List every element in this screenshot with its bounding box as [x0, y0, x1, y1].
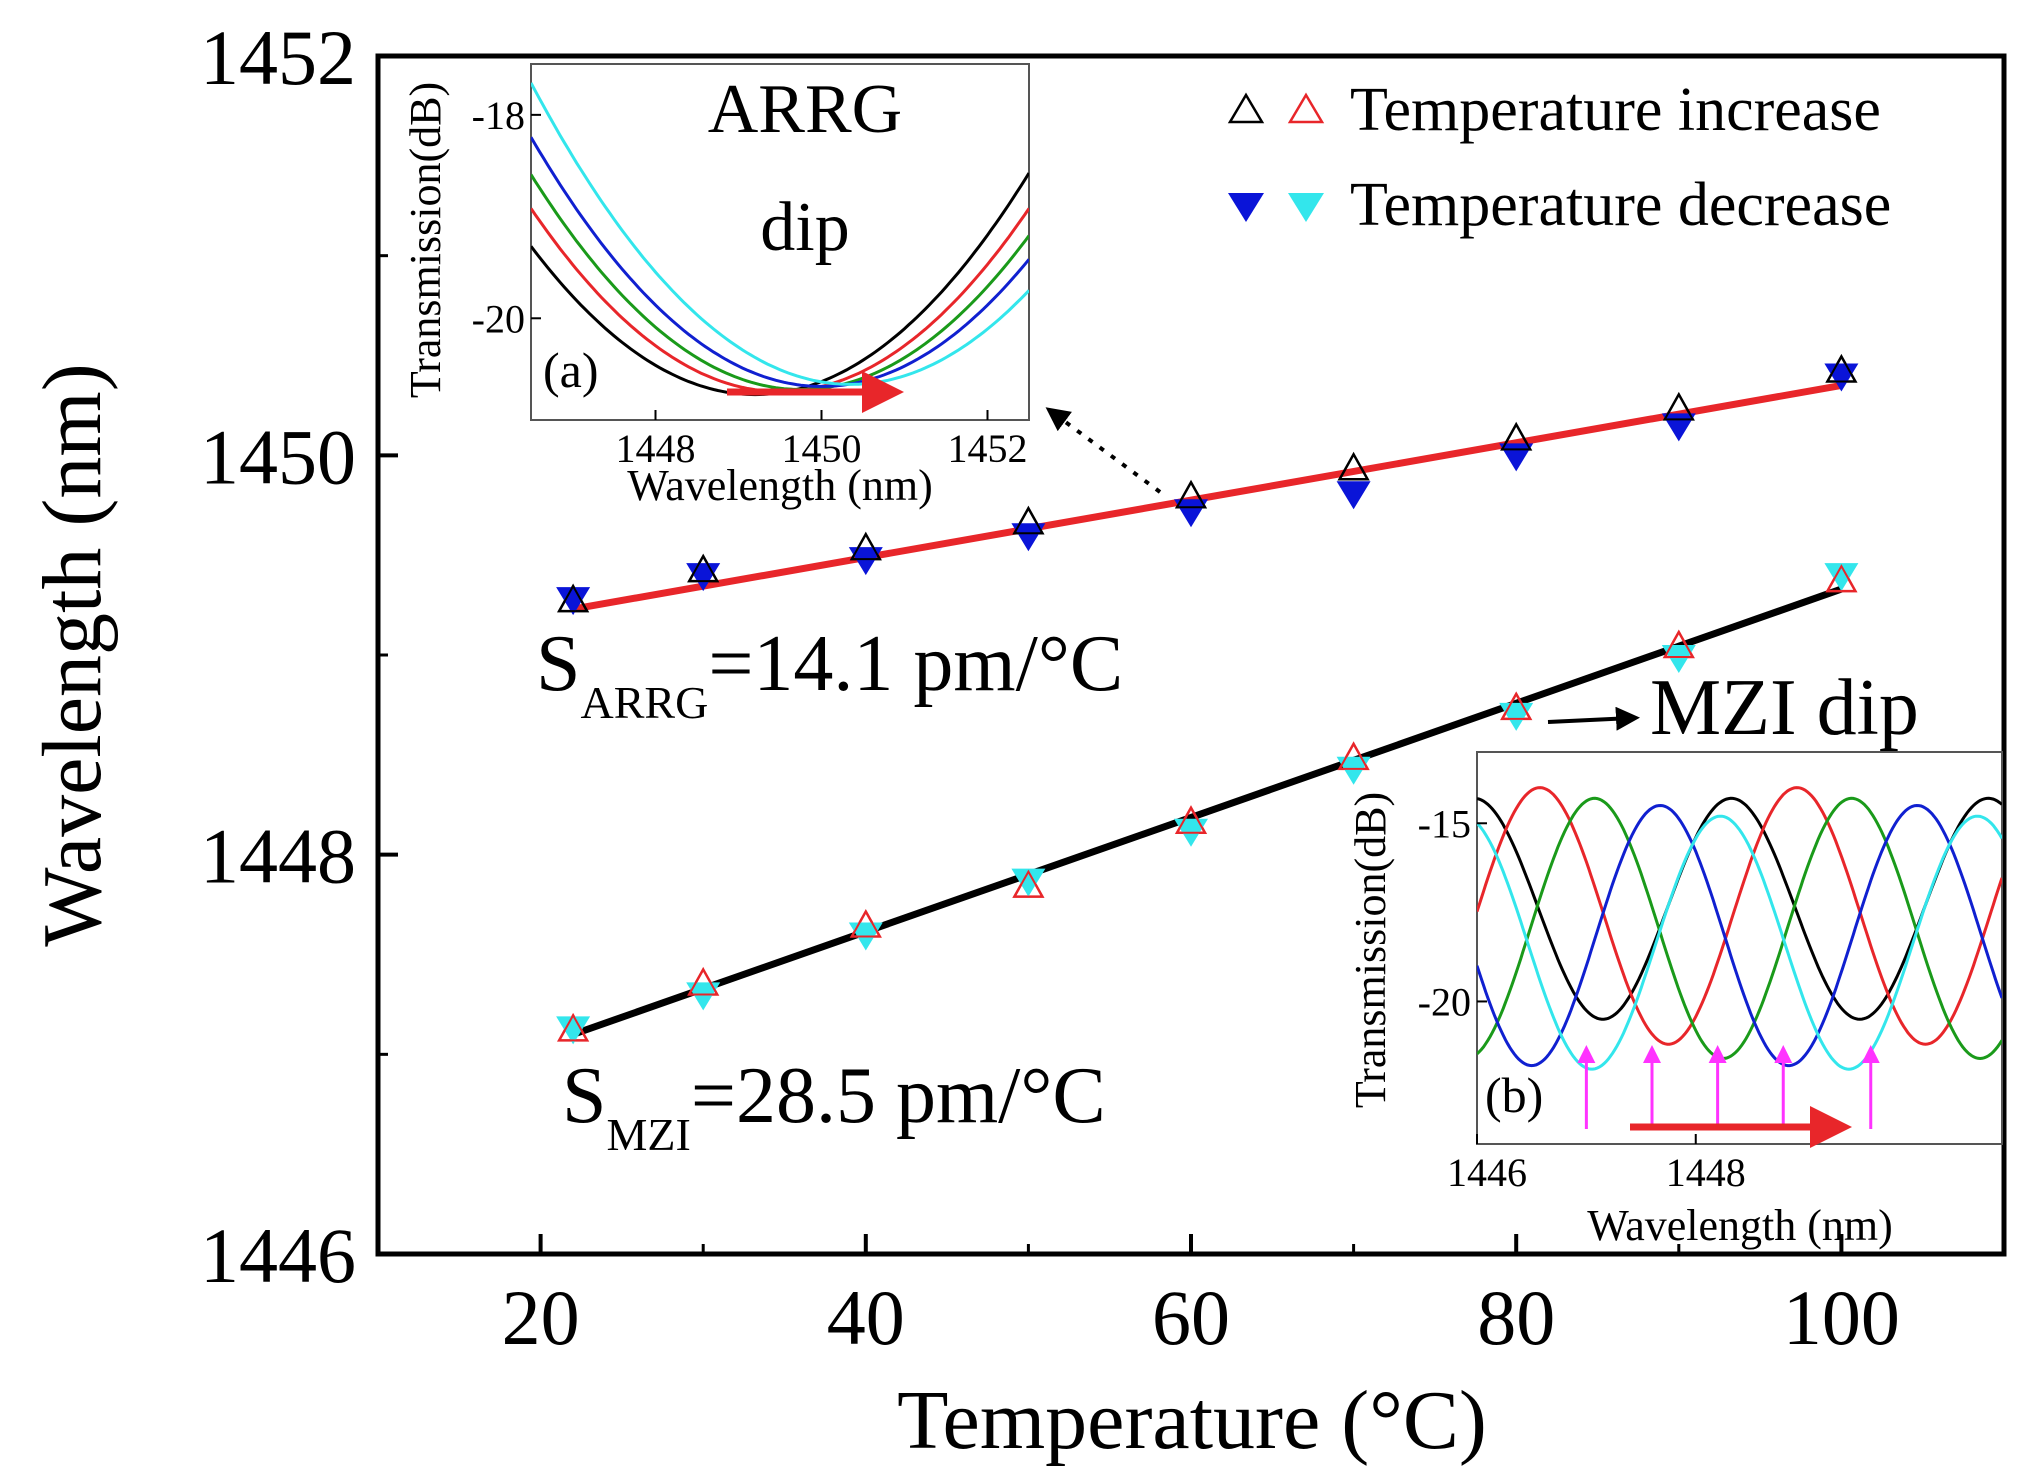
inset-a-pointer: [1045, 407, 1162, 494]
point-outline-2-6: [1500, 691, 1532, 720]
inset-a-y-tick-label: -18: [472, 93, 525, 138]
point-outline-0-3: [1012, 506, 1045, 535]
main-axis-ticks: 20 40 60 80 100 1446 1448 1450 1452: [200, 14, 2006, 1361]
point-1-4: [1174, 499, 1208, 528]
point-1-3: [1011, 523, 1046, 552]
y-tick-label-1452: 1452: [200, 14, 356, 101]
point-1-0: [556, 587, 591, 616]
inset-b-y-tick-label: -15: [1418, 801, 1471, 846]
inset-a-y-tick-label: -20: [472, 296, 525, 341]
arrg-sensitivity-label: SARRG=14.1 pm/°C: [536, 620, 1123, 728]
fit-line-1: [571, 585, 1843, 1038]
inset-a-x-tick-label: 1448: [616, 426, 696, 471]
inset-a-panel-label: (a): [543, 342, 599, 398]
legend-marker-increase-black: [1227, 92, 1265, 124]
x-tick-label-80: 80: [1477, 1274, 1555, 1361]
inset-a: 1448 1450 1452 -18 -20 ARRG dip (a) Waveleng…: [401, 63, 1030, 510]
point-outline-2-7: [1663, 629, 1695, 659]
inset-a-title-line1: ARRG: [708, 71, 902, 148]
point-outline-0-1: [687, 554, 719, 583]
inset-b-curve-1: [1477, 786, 2002, 1046]
inset-b-y-title: Transmission(dB): [1346, 792, 1395, 1108]
legend-marker-decrease-cyan: [1288, 193, 1324, 222]
x-tick-label-100: 100: [1783, 1274, 1900, 1361]
legend-marker-increase-red: [1287, 92, 1325, 124]
mzi-dip-arrow: [1547, 706, 1640, 731]
point-3-0: [556, 1016, 591, 1045]
point-outline-0-2: [850, 532, 882, 561]
point-outline-0-0: [557, 584, 589, 613]
point-3-1: [686, 982, 721, 1011]
inset-a-ticks: 1448 1450 1452 -18 -20: [472, 93, 1028, 471]
x-tick-label-60: 60: [1152, 1274, 1230, 1361]
point-3-7: [1661, 644, 1696, 673]
fit-lines: [571, 382, 1843, 1038]
inset-a-y-title: Transmission(dB): [401, 82, 450, 398]
point-1-5: [1336, 481, 1371, 510]
inset-b-x-tick-label: 1448: [1666, 1150, 1746, 1195]
point-outline-0-4: [1175, 480, 1207, 509]
inset-a-curve-2: [531, 173, 1029, 392]
point-3-8: [1824, 563, 1859, 592]
mzi-dip-label: MZI dip: [1650, 664, 1919, 752]
point-3-5: [1336, 756, 1371, 785]
point-outline-2-1: [687, 967, 719, 996]
point-3-3: [1011, 868, 1046, 897]
point-outline-2-3: [1012, 869, 1045, 898]
inset-b-ticks: 1446 1448 -15 -20: [1418, 801, 1746, 1195]
point-outline-2-2: [850, 909, 882, 938]
inset-b-curve-3: [1477, 803, 2002, 1068]
inset-a-title-line2: dip: [760, 189, 849, 266]
point-outline-2-8: [1825, 564, 1858, 593]
point-1-2: [848, 547, 883, 576]
x-axis-title: Temperature (°C): [897, 1374, 1487, 1467]
y-tick-label-1448: 1448: [200, 813, 356, 900]
inset-b-curve-4: [1477, 814, 2002, 1071]
point-outline-0-6: [1500, 422, 1532, 451]
inset-a-curve-4: [531, 82, 1029, 386]
inset-a-x-title: Wavelength (nm): [627, 461, 933, 510]
y-tick-label-1450: 1450: [200, 413, 356, 500]
inset-b-x-title: Wavelength (nm): [1587, 1201, 1893, 1250]
x-tick-label-20: 20: [502, 1274, 580, 1361]
inset-a-curve-3: [531, 136, 1029, 388]
y-axis-title: Wavelength (nm): [26, 363, 119, 946]
x-tick-label-40: 40: [827, 1274, 905, 1361]
inset-b-x-tick-label: 1446: [1447, 1150, 1527, 1195]
inset-b-y-tick-label: -20: [1418, 979, 1471, 1024]
point-outline-2-4: [1175, 805, 1207, 834]
inset-a-x-tick-label: 1452: [948, 426, 1028, 471]
inset-a-x-tick-label: 1450: [782, 426, 862, 471]
legend: Temperature increase Temperature decreas…: [1227, 76, 1891, 239]
inset-b-curves: [1477, 786, 2002, 1071]
legend-label-decrease: Temperature decrease: [1350, 171, 1891, 239]
mzi-sensitivity-label: SMZI=28.5 pm/°C: [562, 1052, 1106, 1160]
legend-marker-decrease-blue: [1228, 193, 1264, 222]
point-outline-2-5: [1337, 741, 1370, 770]
y-tick-label-1446: 1446: [200, 1212, 356, 1299]
fit-line-0: [572, 382, 1843, 613]
point-outline-0-8: [1825, 354, 1858, 383]
inset-b-curve-2: [1477, 796, 2002, 1061]
point-outline-2-0: [557, 1013, 589, 1042]
legend-label-increase: Temperature increase: [1350, 76, 1881, 144]
inset-b-panel-label: (b): [1485, 1067, 1543, 1123]
point-outline-0-7: [1663, 392, 1695, 421]
inset-b-dip-arrows: [1577, 1045, 1880, 1129]
data-points: [556, 353, 1859, 1045]
inset-b: 1446 1448 -15 -20 (b) Wavelength (nm) Trans…: [1346, 751, 2003, 1250]
point-outline-0-5: [1337, 452, 1370, 481]
